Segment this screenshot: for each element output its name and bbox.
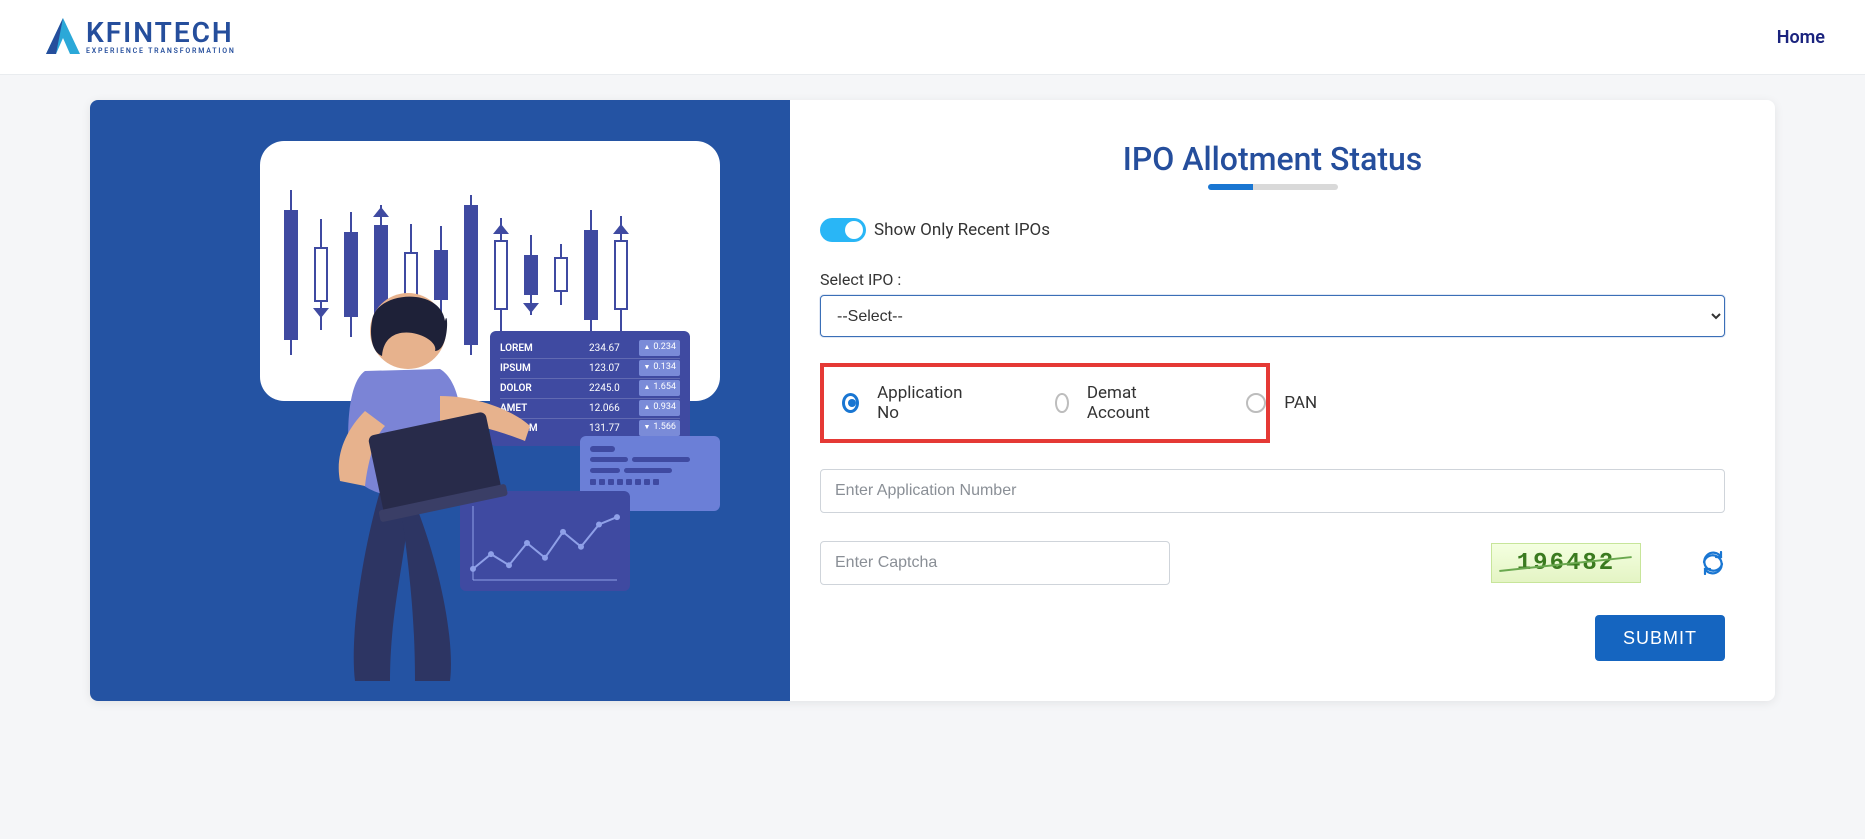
brand-name: KFINTECH [86, 19, 236, 47]
radio-indicator-icon [1055, 393, 1068, 413]
logo-icon [40, 14, 86, 60]
content-area: LOREM234.670.234IPSUM123.070.134DOLOR224… [0, 75, 1865, 731]
captcha-image: 196482 [1491, 543, 1641, 583]
submit-button[interactable]: SUBMIT [1595, 615, 1725, 661]
recent-ipos-toggle-label: Show Only Recent IPOs [874, 220, 1050, 240]
captcha-row: 196482 [820, 541, 1725, 585]
page-header: KFINTECH EXPERIENCE TRANSFORMATION Home [0, 0, 1865, 75]
captcha-text: 196482 [1517, 550, 1615, 577]
radio-application-no-label: Application No [877, 383, 965, 423]
radio-demat-account[interactable]: Demat Account [1055, 383, 1156, 423]
radio-demat-account-label: Demat Account [1087, 383, 1156, 423]
main-card: LOREM234.670.234IPSUM123.070.134DOLOR224… [90, 100, 1775, 701]
captcha-input[interactable] [820, 541, 1170, 585]
radio-application-no[interactable]: Application No [842, 383, 965, 423]
recent-ipos-toggle[interactable] [820, 218, 866, 242]
illustration-panel: LOREM234.670.234IPSUM123.070.134DOLOR224… [90, 100, 790, 701]
search-type-radio-group: Application No Demat Account PAN [820, 363, 1270, 443]
radio-indicator-icon [842, 393, 859, 413]
brand-logo[interactable]: KFINTECH EXPERIENCE TRANSFORMATION [40, 14, 236, 60]
select-ipo-dropdown[interactable]: --Select-- [820, 295, 1725, 337]
radio-indicator-icon [1246, 393, 1266, 413]
application-number-input[interactable] [820, 469, 1725, 513]
person-illustration [290, 261, 530, 681]
select-ipo-label: Select IPO : [820, 270, 1725, 289]
title-underline [1208, 184, 1338, 190]
brand-tagline: EXPERIENCE TRANSFORMATION [86, 47, 236, 55]
recent-ipos-toggle-row: Show Only Recent IPOs [820, 218, 1725, 242]
nav-home-link[interactable]: Home [1777, 27, 1825, 48]
form-panel: IPO Allotment Status Show Only Recent IP… [790, 100, 1775, 701]
refresh-captcha-icon[interactable] [1701, 551, 1725, 575]
page-title: IPO Allotment Status [820, 140, 1725, 178]
radio-pan-label: PAN [1284, 393, 1317, 413]
submit-row: SUBMIT [820, 615, 1725, 661]
illustration: LOREM234.670.234IPSUM123.070.134DOLOR224… [160, 141, 720, 661]
radio-pan[interactable]: PAN [1246, 393, 1317, 413]
